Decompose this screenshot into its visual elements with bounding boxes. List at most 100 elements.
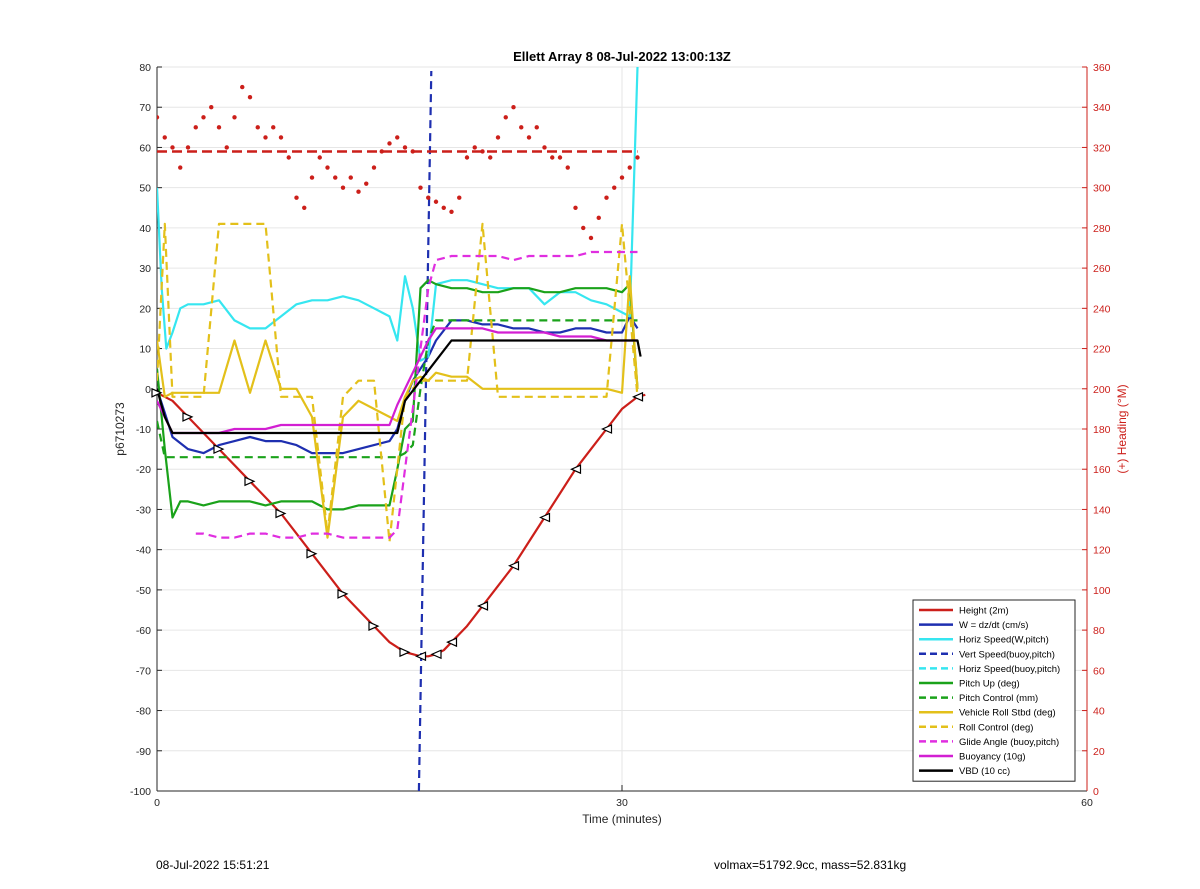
heading-point — [271, 125, 276, 130]
heading-point — [402, 145, 408, 150]
heading-point — [201, 115, 206, 120]
heading-point — [255, 125, 260, 130]
heading-point — [209, 105, 214, 110]
y-tick-label: 60 — [139, 142, 151, 154]
x-tick-label: 30 — [616, 797, 628, 809]
heading-point — [387, 141, 392, 146]
x-axis-label: Time (minutes) — [582, 812, 662, 826]
series-line-vbd-10-cc — [157, 339, 642, 435]
height-direction-marker — [446, 637, 458, 648]
heading-point — [635, 155, 640, 160]
y-tick-label: -20 — [136, 464, 151, 476]
y-tick-label: -100 — [130, 786, 151, 798]
legend-label-vert-speed-buoy-pitch: Vert Speed(buoy,pitch) — [959, 649, 1055, 660]
y-tick-label: 50 — [139, 183, 151, 195]
heading-point — [278, 135, 284, 140]
series-line-vert-speed-buoy-pitch — [417, 70, 433, 791]
heading-point — [162, 135, 167, 140]
y2-tick-label: 300 — [1093, 183, 1111, 195]
heading-point — [247, 94, 253, 100]
legend-box — [912, 599, 1076, 782]
heading-point — [573, 205, 578, 210]
heading-point — [170, 145, 175, 150]
heading-point — [286, 155, 291, 160]
y2-tick-label: 20 — [1093, 746, 1105, 758]
y2-tick-label: 0 — [1093, 786, 1099, 798]
heading-point — [557, 155, 563, 160]
heading-point — [472, 145, 477, 150]
heading-point — [216, 125, 222, 130]
series-line-buoyancy-10g — [157, 327, 638, 435]
heading-point — [519, 125, 524, 130]
height-direction-marker — [151, 387, 163, 398]
y2-tick-label: 200 — [1093, 384, 1111, 396]
height-direction-marker — [368, 621, 380, 632]
footer-volmax-mass: volmax=51792.9cc, mass=52.831kg — [714, 858, 907, 872]
height-direction-marker — [182, 412, 194, 422]
height-direction-marker — [508, 560, 520, 571]
heading-point — [627, 165, 632, 170]
heading-point — [495, 135, 501, 140]
heading-point — [449, 209, 454, 214]
heading-point — [356, 189, 361, 194]
y2-tick-label: 340 — [1093, 102, 1111, 114]
heading-point — [193, 125, 198, 130]
height-direction-marker — [477, 601, 489, 611]
y2-tick-label: 180 — [1093, 424, 1111, 436]
y2-tick-label: 240 — [1093, 303, 1111, 315]
heading-point — [302, 205, 307, 210]
y2-axis-label: (+) Heading (°M) — [1115, 384, 1129, 473]
heading-point — [488, 155, 493, 160]
height-direction-marker — [244, 476, 256, 487]
legend-label-glide-angle-buoy-pitch: Glide Angle (buoy,pitch) — [959, 737, 1059, 748]
heading-point — [441, 205, 446, 210]
y2-tick-label: 320 — [1093, 142, 1111, 154]
y2-tick-label: 220 — [1093, 344, 1111, 356]
y-tick-label: -60 — [136, 625, 151, 637]
y-tick-label: -10 — [136, 424, 151, 436]
y-tick-label: 40 — [139, 223, 151, 235]
heading-point — [371, 165, 377, 170]
y2-tick-label: 360 — [1093, 62, 1111, 74]
y-tick-label: -50 — [136, 585, 151, 597]
y-tick-label: -30 — [136, 504, 151, 516]
y2-tick-label: 40 — [1093, 706, 1105, 718]
y-tick-label: -70 — [136, 665, 151, 677]
y-tick-label: 70 — [139, 102, 151, 114]
height-direction-marker — [213, 444, 225, 455]
height-direction-marker — [632, 391, 644, 402]
heading-point — [503, 115, 508, 120]
legend-label-w-dz-dt-cm-s: W = dz/dt (cm/s) — [959, 620, 1028, 631]
heading-point — [581, 225, 586, 231]
series-line-pitch-control-mm — [157, 319, 638, 459]
y-tick-label: -40 — [136, 545, 151, 557]
y-tick-label: 30 — [139, 263, 151, 275]
height-direction-marker — [415, 651, 427, 662]
legend-label-vbd-10-cc: VBD (10 cc) — [959, 766, 1010, 777]
series-line-glide-angle-buoy-pitch — [195, 250, 638, 539]
y-axis-label: p6710273 — [113, 402, 127, 456]
y-tick-label: -80 — [136, 706, 151, 718]
y-tick-label: 80 — [139, 62, 151, 74]
y2-tick-label: 100 — [1093, 585, 1111, 597]
y-tick-label: -90 — [136, 746, 151, 758]
heading-point — [588, 235, 594, 241]
y2-tick-label: 120 — [1093, 545, 1111, 557]
y2-tick-label: 280 — [1093, 223, 1111, 235]
heading-point — [550, 155, 555, 160]
heading-point — [317, 155, 322, 160]
x-tick-label: 60 — [1081, 797, 1093, 809]
height-direction-marker — [275, 508, 287, 519]
legend-label-buoyancy-10g: Buoyancy (10g) — [959, 752, 1026, 763]
legend-label-pitch-control-mm: Pitch Control (mm) — [959, 693, 1038, 704]
y2-tick-label: 160 — [1093, 464, 1111, 476]
heading-point — [294, 195, 299, 200]
series-line-horiz-speed-w-pitch — [157, 67, 639, 362]
heading-point — [526, 135, 532, 140]
height-direction-marker — [337, 588, 349, 599]
legend-label-horiz-speed-w-pitch: Horiz Speed(W,pitch) — [959, 635, 1049, 646]
heading-point — [348, 175, 353, 180]
heading-point — [418, 185, 423, 190]
